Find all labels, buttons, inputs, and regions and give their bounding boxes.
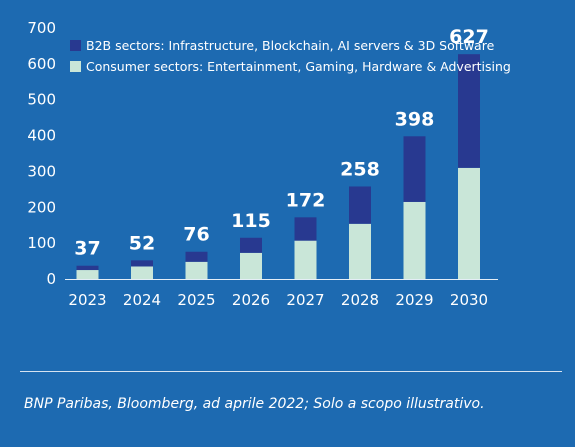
x-tick-label: 2023	[68, 291, 106, 309]
consumer-bar-segment	[240, 252, 262, 279]
x-tick-label: 2024	[123, 291, 161, 309]
consumer-bar-segment	[458, 167, 480, 279]
bar-total-label: 52	[129, 232, 155, 254]
y-tick-label: 300	[27, 162, 56, 180]
x-tick-label: 2026	[232, 291, 270, 309]
x-tick-label: 2027	[286, 291, 324, 309]
source-note: BNP Paribas, Bloomberg, ad aprile 2022; …	[24, 396, 485, 412]
legend-swatch	[70, 40, 81, 51]
bar-total-label: 172	[286, 189, 326, 211]
bar-total-label: 37	[74, 238, 100, 260]
y-tick-label: 700	[27, 19, 56, 37]
b2b-bar-segment	[458, 54, 480, 168]
x-tick-label: 2028	[341, 291, 379, 309]
b2b-bar-segment	[131, 260, 153, 267]
consumer-bar-segment	[131, 266, 153, 279]
y-tick-label: 500	[27, 91, 56, 109]
b2b-bar-segment	[240, 237, 262, 253]
x-tick-label: 2025	[177, 291, 215, 309]
legend-label: Consumer sectors: Entertainment, Gaming,…	[86, 59, 511, 74]
consumer-bar-segment	[294, 240, 317, 279]
legend-label: B2B sectors: Infrastructure, Blockchain,…	[86, 38, 495, 53]
legend-swatch	[70, 61, 81, 72]
y-tick-label: 0	[46, 270, 56, 288]
stacked-bar-chart: 0 100 200 300 400 500 600 700 2023 37 2024 52 2025 76…	[27, 19, 511, 309]
y-tick-label: 100	[27, 234, 56, 252]
y-tick-label: 200	[27, 198, 56, 216]
y-tick-label: 600	[27, 55, 56, 73]
consumer-bar-segment	[185, 261, 208, 279]
consumer-bar-segment	[76, 270, 99, 279]
b2b-bar-segment	[185, 251, 208, 262]
bar-total-label: 258	[340, 158, 380, 180]
bar-total-label: 398	[395, 108, 435, 130]
x-tick-label: 2030	[450, 291, 488, 309]
x-tick-label: 2029	[395, 291, 433, 309]
y-tick-label: 400	[27, 127, 56, 145]
footer-divider	[20, 371, 562, 372]
bar-total-label: 76	[183, 224, 209, 246]
b2b-bar-segment	[76, 265, 99, 271]
bar-total-label: 115	[231, 210, 271, 232]
consumer-bar-segment	[403, 201, 426, 279]
b2b-bar-segment	[403, 136, 426, 202]
consumer-bar-segment	[349, 223, 371, 279]
bar-total-label: 627	[449, 26, 489, 48]
b2b-bar-segment	[294, 217, 317, 241]
b2b-bar-segment	[349, 186, 371, 224]
